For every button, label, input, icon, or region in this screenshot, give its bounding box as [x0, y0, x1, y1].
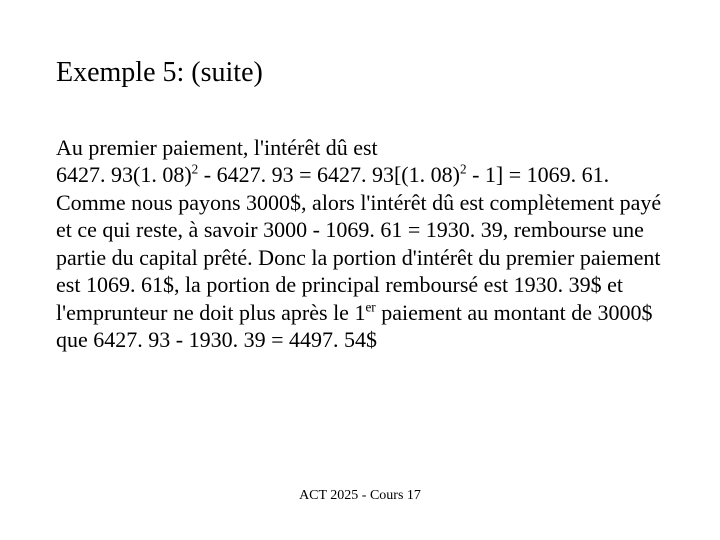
superscript-er: er — [365, 299, 375, 314]
slide-footer: ACT 2025 - Cours 17 — [0, 488, 720, 504]
slide-title: Exemple 5: (suite) — [56, 56, 664, 90]
body-calc-a: 6427. 93(1. 08) — [56, 162, 192, 187]
superscript-2: 2 — [460, 162, 467, 177]
body-calc-b: - 6427. 93 = 6427. 93[(1. 08) — [198, 162, 460, 187]
slide-body: Au premier paiement, l'intérêt dû est 64… — [56, 134, 664, 354]
slide: Exemple 5: (suite) Au premier paiement, … — [0, 0, 720, 540]
body-calc-c: - 1] = 1069. 61. — [467, 162, 610, 187]
body-line-1: Au premier paiement, l'intérêt dû est — [56, 135, 378, 160]
